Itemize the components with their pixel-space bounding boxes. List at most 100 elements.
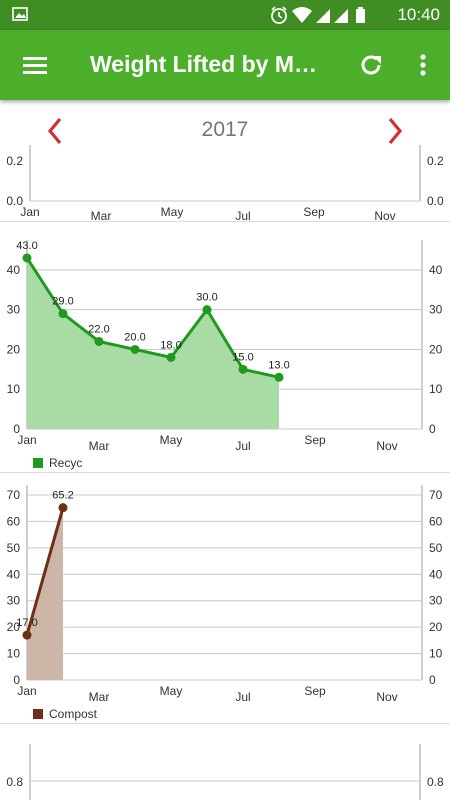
alarm-icon [271,6,287,24]
data-label: 43.0 [16,240,37,252]
recyc-chart[interactable]: 0 0 10 10 20 20 30 30 40 40 Jan Mar May Jul Sep Nov 43.0… [0,222,450,472]
compost-legend: Compost [33,707,97,721]
y-tick-label-left: 40 [7,263,21,277]
x-tick-label: Sep [303,205,325,219]
x-tick-label: May [160,684,183,698]
y-tick-label-left: 20 [7,620,21,634]
x-tick-label: Sep [304,433,326,447]
battery-icon [356,7,365,23]
y-tick-label-right: 0.8 [427,775,444,789]
x-tick-label: Jan [17,433,36,447]
data-point [58,309,68,319]
data-label: 15.0 [232,351,253,363]
data-label: 13.0 [268,359,289,371]
x-tick-label: Mar [91,209,112,223]
y-tick-label-left: 40 [7,567,21,581]
y-tick-label-left: 0.2 [6,154,23,168]
data-label: 65.2 [52,490,73,502]
data-point [166,352,176,362]
y-tick-label-right: 40 [429,263,443,277]
data-point [22,253,32,263]
refresh-icon[interactable] [356,50,386,80]
y-tick-label-right: 0 [429,422,436,436]
system-icons [271,6,365,24]
status-bar: 10:40 [0,0,450,30]
legend-swatch [33,709,43,719]
series-area [27,507,63,680]
y-tick-label-left: 0 [13,673,20,687]
y-tick-label-right: 20 [429,342,443,356]
x-tick-label: Jul [235,439,250,453]
y-tick-label-left: 10 [7,382,21,396]
y-tick-label-right: 10 [429,647,443,661]
year-label: 2017 [201,118,249,141]
legend-swatch [33,458,43,468]
status-time: 10:40 [397,5,440,24]
series-area [27,257,279,429]
y-tick-label-left: 30 [7,594,21,608]
y-tick-label-right: 0.2 [427,154,444,168]
y-tick-label-left: 0.8 [6,775,23,789]
x-tick-label: Nov [376,439,397,453]
compost-chart[interactable]: 0 0 10 10 20 20 30 30 40 40 50 50 60 60 70 70 Jan Mar May J… [0,473,450,723]
y-tick-label-right: 60 [429,514,443,528]
y-tick-label-right: 20 [429,620,443,634]
app-bar: Weight Lifted by Month [0,30,450,100]
data-point [202,305,212,315]
signal-icon [316,9,330,23]
y-tick-label-left: 30 [7,303,21,317]
chart-divider [0,472,450,473]
y-tick-label-right: 40 [429,567,443,581]
y-tick-label-right: 10 [429,382,443,396]
legend-label: Recyc [49,456,83,470]
legend-label: Compost [49,707,98,721]
y-tick-label-right: 30 [429,594,443,608]
data-point [22,630,32,640]
page-title: Weight Lifted by Month [90,51,320,77]
image-icon [12,7,28,21]
chart-bottom-partial: 0.8 0.8 [0,724,450,800]
y-tick-label-right: 50 [429,541,443,555]
series-line [25,257,280,379]
chart-top-partial: 0.2 0.2 0.0 0.0 Jan Mar May Jul Sep Nov [0,145,450,225]
more-vert-icon[interactable] [408,50,438,80]
y-tick-label-right: 0 [429,673,436,687]
data-label: 20.0 [124,331,145,343]
chevron-left-icon[interactable] [43,116,67,146]
compost-chart-svg: 0 0 10 10 20 20 30 30 40 40 50 50 60 60 70 70 Jan Mar May J… [7,485,443,704]
y-tick-label-left: 50 [7,541,21,555]
x-tick-label: May [161,205,184,219]
x-tick-label: Jan [17,684,36,698]
chart-divider [0,723,450,724]
series-line [25,507,65,636]
recyc-legend: Recyc [33,456,82,470]
y-tick-label-right: 70 [429,488,443,502]
x-tick-label: Nov [376,690,397,704]
x-tick-label: Mar [89,690,110,704]
chart-bottom-partial-svg: 0.8 0.8 [6,744,444,800]
y-tick-label-left: 0 [13,422,20,436]
data-label: 30.0 [196,292,217,304]
data-point [130,344,140,354]
hamburger-menu-icon[interactable] [20,50,50,80]
x-tick-label: Jan [20,205,39,219]
data-point [94,336,104,346]
y-tick-label-right: 30 [429,303,443,317]
y-tick-label-left: 70 [7,488,21,502]
chevron-right-icon[interactable] [383,116,407,146]
data-point [238,364,248,374]
data-label: 22.0 [88,323,109,335]
data-label: 17.0 [16,617,37,629]
y-tick-label-left: 60 [7,514,21,528]
x-tick-label: Jul [235,690,250,704]
data-point [58,503,68,513]
x-tick-label: Nov [374,209,395,223]
x-tick-label: Sep [304,684,326,698]
y-tick-label-left: 20 [7,342,21,356]
x-tick-label: May [160,433,183,447]
data-point [274,372,284,382]
y-tick-label-left: 0.0 [6,194,23,208]
x-tick-label: Jul [235,209,250,223]
y-tick-label-right: 0.0 [427,194,444,208]
